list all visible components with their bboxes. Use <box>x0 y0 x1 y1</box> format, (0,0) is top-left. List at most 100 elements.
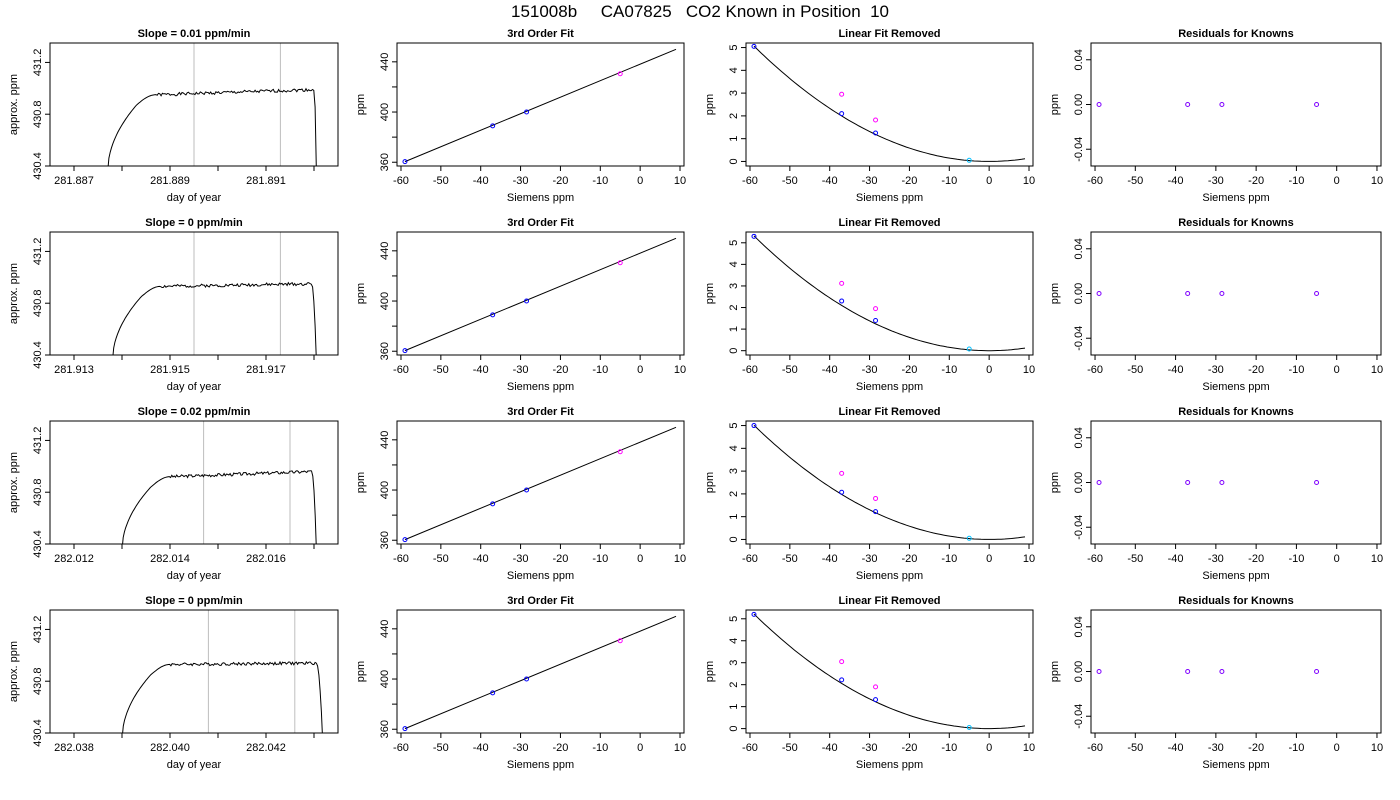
x-tick-label: -40 <box>1168 553 1184 565</box>
data-point <box>1185 480 1191 485</box>
y-tick-label: 430.8 <box>32 667 44 695</box>
x-tick-label: -20 <box>901 175 917 187</box>
x-tick-label: -30 <box>513 175 529 187</box>
x-tick-label: 282.012 <box>54 553 94 565</box>
plot-frame <box>396 609 685 734</box>
y-tick-label: 430.4 <box>32 719 44 747</box>
panel-title: Linear Fit Removed <box>838 28 940 40</box>
data-point <box>1219 291 1225 296</box>
data-point <box>402 159 408 165</box>
data-point <box>751 233 757 239</box>
y-axis-label: ppm <box>704 661 716 682</box>
fit-curve <box>753 613 1026 730</box>
x-tick-label: -10 <box>1288 553 1304 565</box>
panel-r2c2: 3rd Order Fit -60 -50 -40 -30 -20 -10 0 10 360 400… <box>355 217 686 393</box>
y-tick-label: 431.2 <box>32 49 44 77</box>
data-point <box>402 726 408 732</box>
data-point <box>839 298 845 304</box>
y-axis-label: ppm <box>1049 94 1061 115</box>
data-point <box>873 306 879 312</box>
data-point <box>490 312 496 318</box>
plot-frame <box>745 231 1034 356</box>
x-tick-label: -60 <box>393 364 409 376</box>
x-tick-label: -20 <box>552 553 568 565</box>
panel-title: Residuals for Knowns <box>1178 28 1294 40</box>
x-tick-label: 282.040 <box>150 742 190 754</box>
y-tick-label: 430.8 <box>32 478 44 506</box>
x-tick-label: -20 <box>1248 553 1264 565</box>
x-tick-label: 282.038 <box>54 742 94 754</box>
plot-frame <box>1090 609 1382 734</box>
plot-frame <box>396 231 685 356</box>
x-axis-label: day of year <box>167 381 222 393</box>
y-axis-label: ppm <box>355 283 367 304</box>
y-tick-label: 5 <box>728 44 740 50</box>
x-axis-label: Siemens ppm <box>507 192 574 204</box>
x-tick-label: -30 <box>513 742 529 754</box>
y-axis-label: ppm <box>1049 283 1061 304</box>
x-axis-label: Siemens ppm <box>1202 570 1269 582</box>
x-tick-label: -60 <box>393 742 409 754</box>
x-tick-label: -10 <box>592 742 608 754</box>
concentration-trace <box>122 470 317 544</box>
data-point <box>873 697 879 703</box>
y-tick-label: 430.8 <box>32 289 44 317</box>
data-point <box>1314 102 1320 107</box>
y-tick-label: 430.4 <box>32 530 44 558</box>
fit-curve <box>753 45 1026 162</box>
data-point <box>1185 291 1191 296</box>
x-tick-label: -60 <box>1087 742 1103 754</box>
data-point <box>1219 480 1225 485</box>
x-tick-label: -40 <box>1168 364 1184 376</box>
y-tick-label: 4 <box>728 445 740 451</box>
y-tick-label: 0.04 <box>1073 49 1085 70</box>
y-axis-label: ppm <box>704 472 716 493</box>
x-tick-label: 282.016 <box>246 553 286 565</box>
data-point <box>524 676 530 682</box>
y-tick-label: 0.04 <box>1073 616 1085 637</box>
x-tick-label: -20 <box>901 364 917 376</box>
y-tick-label: 360 <box>379 153 391 171</box>
x-tick-label: 281.891 <box>246 175 286 187</box>
data-point <box>966 346 972 352</box>
plot-area <box>107 43 317 166</box>
x-tick-label: -10 <box>941 364 957 376</box>
x-tick-label: -30 <box>1208 742 1224 754</box>
data-point <box>1314 669 1320 674</box>
panel-r1c2: 3rd Order Fit -60 -50 -40 -30 -20 -10 0 10 360 400… <box>355 28 686 204</box>
plot-frame <box>1090 231 1382 356</box>
x-tick-label: 0 <box>1334 742 1340 754</box>
data-point <box>873 117 879 123</box>
x-tick-label: -40 <box>473 175 489 187</box>
panel-title: Residuals for Knowns <box>1178 217 1294 229</box>
x-tick-label: -20 <box>552 175 568 187</box>
x-tick-label: -50 <box>782 364 798 376</box>
x-tick-label: -50 <box>1127 364 1143 376</box>
panel-title: 3rd Order Fit <box>507 595 574 607</box>
x-tick-label: -20 <box>1248 742 1264 754</box>
x-tick-label: -10 <box>592 364 608 376</box>
data-point <box>966 157 972 163</box>
x-axis-label: Siemens ppm <box>1202 759 1269 771</box>
y-axis-label: ppm <box>355 472 367 493</box>
y-axis-label: approx. ppm <box>8 263 20 324</box>
data-point <box>490 501 496 507</box>
x-tick-label: 281.915 <box>150 364 190 376</box>
y-tick-label: 440 <box>379 620 391 638</box>
x-tick-label: -60 <box>742 175 758 187</box>
x-tick-label: -40 <box>822 742 838 754</box>
x-axis-label: Siemens ppm <box>856 570 923 582</box>
x-tick-label: -30 <box>1208 175 1224 187</box>
data-point <box>839 91 845 97</box>
x-axis-label: Siemens ppm <box>507 759 574 771</box>
y-tick-label: 0.00 <box>1073 283 1085 304</box>
x-tick-label: 281.889 <box>150 175 190 187</box>
y-tick-label: 430.8 <box>32 100 44 128</box>
panel-title: Residuals for Knowns <box>1178 406 1294 418</box>
plot-area <box>112 232 317 355</box>
x-tick-label: -40 <box>473 553 489 565</box>
y-tick-label: 1 <box>728 704 740 710</box>
y-axis-label: approx. ppm <box>8 641 20 702</box>
panel-r1c1: Slope = 0.01 ppm/min 281.887 281.889 281.89… <box>8 28 339 204</box>
y-tick-label: 0.00 <box>1073 94 1085 115</box>
